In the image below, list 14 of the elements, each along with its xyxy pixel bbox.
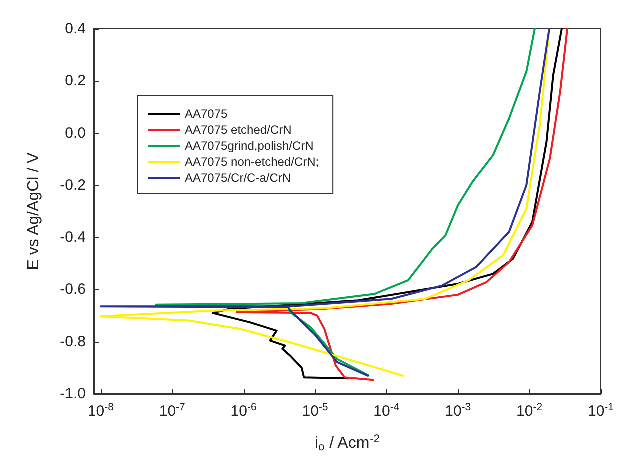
y-tick-label: -1.0 [60,386,86,402]
y-tick-label: -0.2 [60,176,86,194]
y-tick-label: -0.8 [60,333,86,350]
y-tick-label: -0.4 [60,229,86,246]
y-tick-label: 0.0 [65,124,86,142]
y-axis-title: E vs Ag/AgCl / V [26,152,42,270]
legend-label: AA7075/Cr/C-a/CrN [185,171,292,185]
y-tick-label: 0.2 [65,72,86,90]
legend-label: AA7075 etched/CrN [185,123,292,137]
legend-label: AA7075 non-etched/CrN; [185,155,320,169]
legend-label: AA7075 [185,107,228,121]
y-tick-label: 0.4 [65,20,86,38]
legend-label: AA7075grind,polish/CrN [185,139,314,153]
y-tick-label: -0.6 [60,281,86,298]
